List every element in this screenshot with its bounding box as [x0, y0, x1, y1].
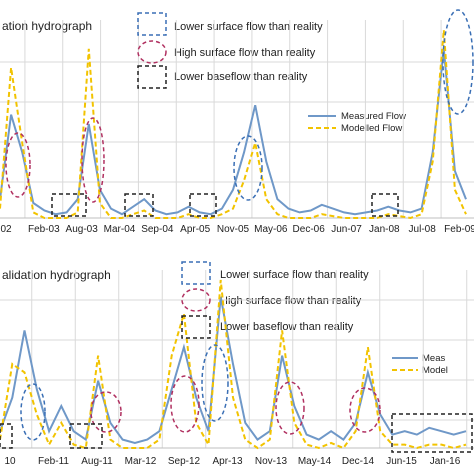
annot-red-4 [170, 375, 200, 433]
annot-blue-4 [201, 344, 229, 422]
series-line-0-1 [0, 29, 467, 220]
key-label-top-1: Lower surface flow than reality [174, 21, 323, 33]
key-black-box-bottom [181, 315, 211, 339]
x-tick-label-0-2: Aug-03 [66, 224, 99, 235]
annot-black-4 [371, 193, 399, 217]
key-label-bottom-3: Lower baseflow than reality [220, 321, 354, 333]
legend-modelled-bottom: Model [422, 365, 448, 376]
x-tick-label-1-0: 10 [4, 456, 16, 467]
x-tick-label-1-9: Jun-15 [386, 456, 417, 467]
x-tick-label-0-10: Jan-08 [369, 224, 400, 235]
key-blue-box-top [137, 12, 167, 36]
x-tick-label-1-6: Nov-13 [255, 456, 288, 467]
x-tick-label-0-6: Nov-05 [217, 224, 250, 235]
top-panel-title: ation hydrograph [2, 19, 92, 33]
legend-measured-bottom: Meas [422, 353, 445, 364]
annot-blue-2 [442, 9, 474, 115]
x-tick-label-0-8: Dec-06 [293, 224, 326, 235]
x-tick-label-1-2: Aug-11 [81, 456, 113, 467]
key-blue-box-bottom [181, 261, 211, 285]
x-tick-label-1-3: Mar-12 [125, 456, 157, 467]
annot-black-7 [391, 413, 473, 453]
annot-red-3 [90, 391, 122, 433]
x-tick-label-1-4: Sep-12 [168, 456, 201, 467]
annot-blue-1 [233, 135, 263, 201]
key-label-top-2: High surface flow than reality [174, 47, 316, 59]
annot-blue-3 [20, 383, 46, 441]
annot-black-5 [0, 423, 13, 449]
bottom-panel-title: alidation hydrograph [2, 268, 111, 282]
key-label-bottom-2: High surface flow than reality [220, 295, 362, 307]
key-red-ellipse-bottom [181, 288, 211, 312]
annot-red-6 [349, 387, 381, 433]
annot-black-3 [189, 193, 217, 217]
series-line-1-0 [0, 296, 467, 445]
x-tick-label-0-9: Jun-07 [331, 224, 362, 235]
legend-modelled-top: Modelled Flow [341, 123, 402, 134]
x-tick-label-0-4: Sep-04 [141, 224, 174, 235]
x-tick-label-0-1: Feb-03 [28, 224, 60, 235]
annot-red-2 [81, 117, 105, 203]
x-tick-label-1-7: May-14 [298, 456, 332, 467]
key-red-ellipse-top [137, 40, 167, 64]
series-line-1-1 [0, 279, 467, 450]
x-tick-label-1-5: Apr-13 [212, 456, 242, 467]
x-tick-label-0-7: May-06 [254, 224, 288, 235]
x-tick-label-0-5: Apr-05 [180, 224, 210, 235]
key-label-bottom-1: Lower surface flow than reality [220, 269, 369, 281]
x-tick-label-1-8: Dec-14 [342, 456, 375, 467]
annot-red-1 [5, 132, 31, 198]
x-tick-label-0-11: Jul-08 [409, 224, 437, 235]
x-tick-label-1-10: Jan-16 [430, 456, 461, 467]
x-tick-label-0-12: Feb-09 [444, 224, 474, 235]
annot-black-6 [69, 423, 103, 449]
legend-measured-top: Measured Flow [341, 111, 406, 122]
key-label-top-3: Lower baseflow than reality [174, 71, 308, 83]
x-tick-label-0-0: 02 [0, 224, 12, 235]
x-tick-label-0-3: Mar-04 [104, 224, 136, 235]
annot-red-5 [275, 381, 305, 435]
x-tick-label-1-1: Feb-11 [38, 456, 69, 467]
annot-black-1 [51, 193, 87, 217]
key-black-box-top [137, 65, 167, 89]
annot-black-2 [124, 193, 154, 217]
